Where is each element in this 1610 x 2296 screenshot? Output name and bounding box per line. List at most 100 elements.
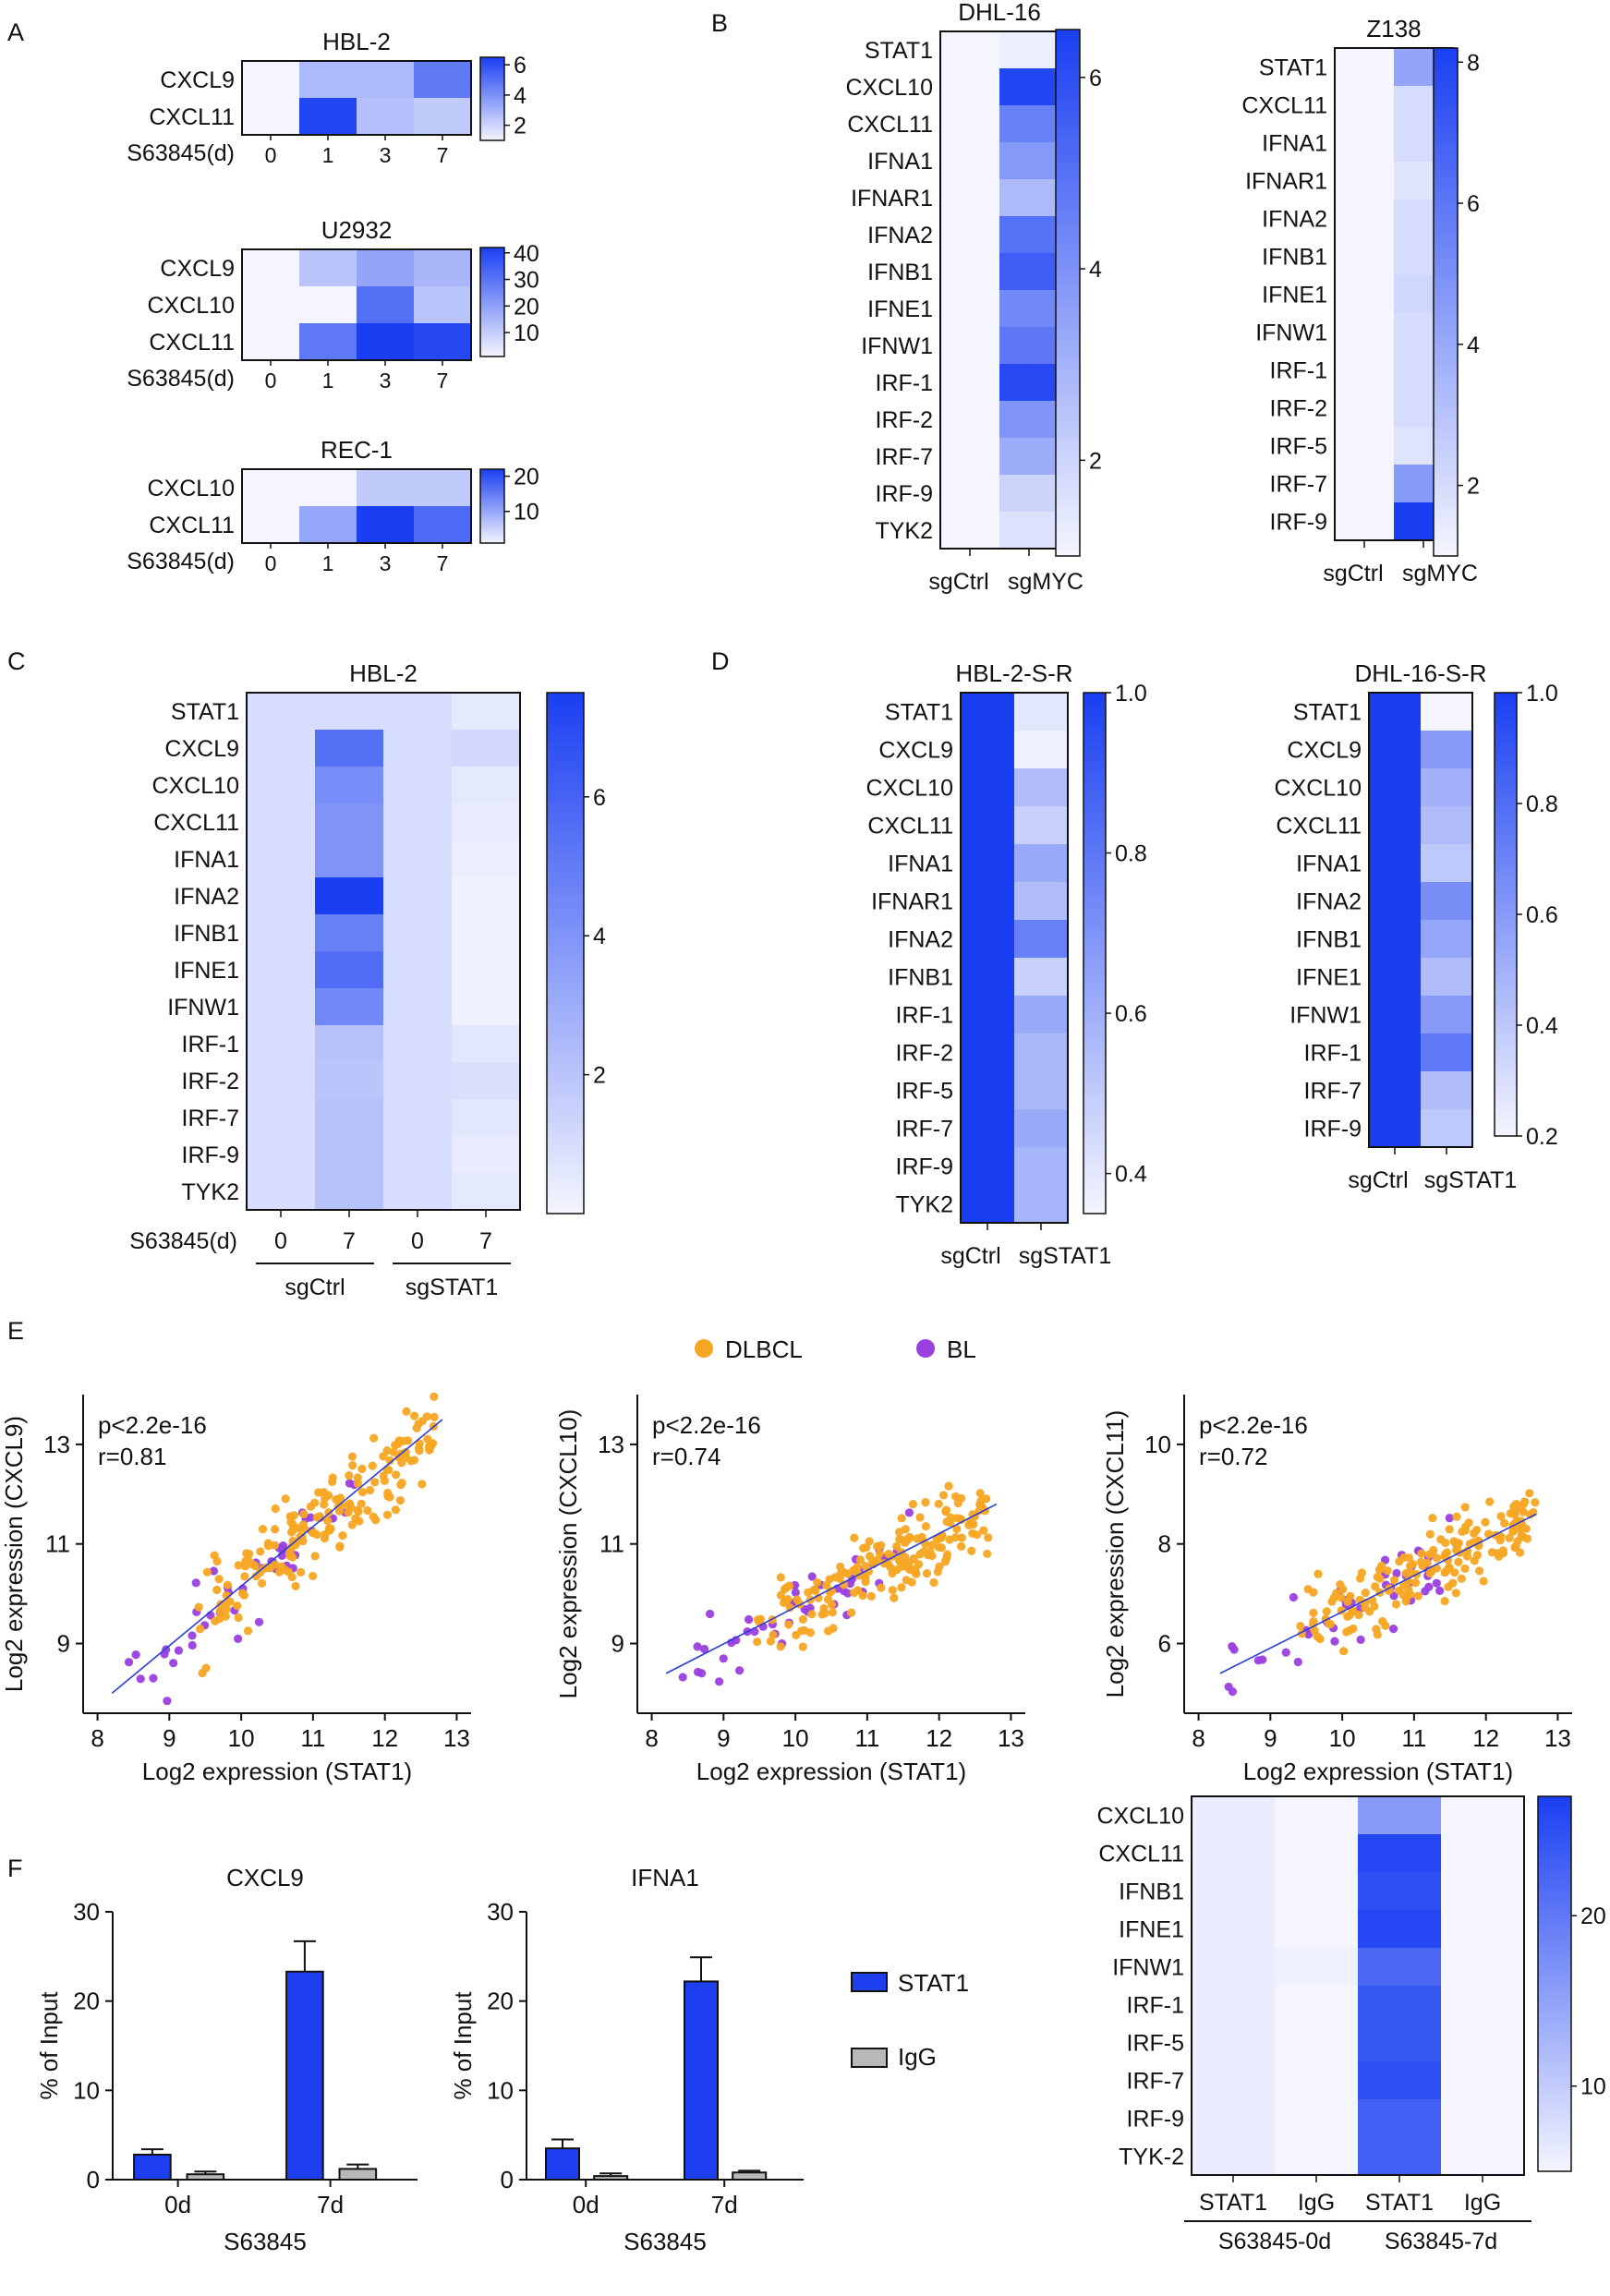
d-hbl-2-s-r-cell-ifna2-0 (961, 920, 1015, 959)
d-dhl-16-s-r-cell-cxcl10-0 (1369, 768, 1422, 807)
e-plot-1-point-226 (368, 1461, 377, 1470)
d-dhl-16-s-r-row-label-irf-9: IRF-9 (1304, 1117, 1362, 1142)
b-dhl-16-row-label-cxcl10: CXCL10 (846, 75, 934, 101)
b-z138-row-label-ifna2: IFNA2 (1262, 207, 1327, 233)
e-plot-1-point-78 (212, 1585, 222, 1595)
e-plot-1-point-159 (263, 1541, 273, 1551)
panel-c-heatmap: HBL-2 STAT1 CXCL9 CXCL10 CXCL11 IFNA1 IFNA2 IFN… (129, 659, 606, 1300)
b-dhl-16-cell-irf-7-0 (940, 438, 1000, 476)
a-hbl-2-col-label-3: 7 (437, 143, 449, 167)
d-hbl-2-s-r-row-label-irf-7: IRF-7 (896, 1117, 954, 1142)
f-legend-igg-swatch (851, 2048, 888, 2068)
a-u2932-cell-cxcl10-0 (242, 286, 300, 324)
e-plot-2-ytick-label-9: 9 (611, 1630, 624, 1658)
e-plot-3-xtick-label-8: 8 (1192, 1724, 1204, 1752)
e-plot-2-point-99 (921, 1522, 930, 1531)
e-plot-2-point-124 (755, 1617, 764, 1626)
e-plot-2-point-190 (895, 1528, 904, 1537)
e-plot-3-point-16 (1229, 1645, 1239, 1654)
e-plot-1-xtick-label-10: 10 (228, 1724, 255, 1752)
legend-dlbcl-marker (695, 1339, 713, 1358)
a-u2932-cell-cxcl10-2 (357, 286, 415, 324)
e-plot-1-xlabel: Log2 expression (STAT1) (142, 1758, 412, 1785)
e-plot-2-point-143 (827, 1587, 836, 1596)
e-plot-1-point-207 (289, 1511, 298, 1520)
e-plot-1-ylabel: Log2 expression (CXCL9) (0, 1416, 28, 1692)
a-u2932-cbar-bar (479, 247, 505, 357)
e-plot-1-point-223 (288, 1519, 297, 1529)
e-plot-3-point-207 (1519, 1500, 1528, 1509)
e-plot-3-point-183 (1444, 1582, 1453, 1591)
c-hbl-2-cell-irf-2-0 (247, 1062, 316, 1100)
f-bar-ifna1-ytick-label-30: 30 (487, 1898, 514, 1926)
a-rec-1-cell-cxcl11-0 (242, 506, 300, 544)
b-dhl-16-cell-ifnar1-1 (999, 179, 1059, 217)
d-hbl-2-s-r-cell-cxcl10-1 (1014, 768, 1069, 807)
e-plot-3-point-47 (1440, 1597, 1449, 1606)
e-plot-1-point-97 (343, 1501, 352, 1510)
e-plot-1-point-205 (297, 1567, 306, 1577)
c-hbl-2-group-label-sgstat1: sgSTAT1 (406, 1275, 499, 1300)
e-plot-1-fit-line (111, 1419, 443, 1695)
a-hbl-2-cbar-bar (479, 56, 505, 141)
c-hbl-2-cell-ifnw1-1 (315, 988, 384, 1026)
f-heat-cbar-tick-label-10: 10 (1580, 2074, 1606, 2100)
panel-label-d: D (711, 647, 730, 675)
e-plot-2-point-195 (798, 1614, 807, 1624)
f-heat-row-label-irf-9: IRF-9 (1127, 2107, 1185, 2133)
a-hbl-2-cell-cxcl9-3 (414, 61, 472, 99)
e-plot-3-point-151 (1349, 1624, 1358, 1634)
e-plot-3-point-56 (1516, 1548, 1525, 1557)
f-heat-cell-irf-9-3 (1441, 2099, 1525, 2138)
f-bar-cxcl9-bar-igg-7d (338, 2168, 378, 2181)
e-plot-2-point-187 (941, 1505, 951, 1515)
b-dhl-16-cell-ifnw1-1 (999, 327, 1059, 365)
e-plot-1-point-71 (201, 1663, 211, 1673)
d-dhl-16-s-r-cell-stat1-1 (1421, 693, 1473, 731)
a-u2932-row-label-cxcl9: CXCL9 (160, 256, 235, 282)
f-heat-cell-irf-1-1 (1275, 1986, 1359, 2024)
legend-bl-marker (916, 1339, 935, 1358)
e-plot-2-xtick-label-12: 12 (926, 1724, 952, 1752)
d-hbl-2-s-r-cell-irf-2-0 (961, 1033, 1015, 1072)
b-dhl-16-row-label-tyk2: TYK2 (875, 518, 933, 544)
a-u2932-cbar-tick-label-40: 40 (514, 241, 539, 267)
d-hbl-2-s-r-cbar-tick-label-0-6: 0.6 (1115, 1001, 1147, 1027)
d-hbl-2-s-r-row-label-ifna2: IFNA2 (888, 927, 953, 953)
b-dhl-16-title: DHL-16 (958, 0, 1041, 26)
e-plot-2-point-78 (942, 1553, 951, 1563)
b-dhl-16-row-label-irf-2: IRF-2 (876, 407, 934, 433)
e-plot-3-point-213 (1349, 1607, 1358, 1616)
e-plot-1-point-216 (389, 1447, 398, 1456)
b-z138-cell-stat1-0 (1335, 48, 1395, 87)
a-u2932-cbar-tick-label-10: 10 (514, 320, 539, 346)
e-plot-1-point-98 (402, 1407, 411, 1416)
a-hbl-2-cell-cxcl11-3 (414, 98, 472, 136)
d-hbl-2-s-r-cell-irf-9-1 (1014, 1147, 1069, 1186)
e-plot-3-point-191 (1428, 1513, 1437, 1523)
e-plot-3-point-15 (1432, 1578, 1441, 1588)
f-heat-cell-irf-5-1 (1275, 2024, 1359, 2062)
e-plot-2-point-135 (866, 1591, 876, 1601)
e-plot-3-point-178 (1404, 1553, 1414, 1563)
e-plot-2-pvalue: p<2.2e-16 (652, 1411, 761, 1439)
e-plot-2-point-133 (894, 1555, 904, 1565)
e-plot-3-point-222 (1404, 1584, 1413, 1594)
e-plot-3-xtick-label-11: 11 (1401, 1724, 1426, 1752)
e-plot-1-point-144 (380, 1476, 390, 1485)
b-z138-cbar-tick-label-6: 6 (1467, 191, 1480, 217)
d-dhl-16-s-r-cell-ifnb1-0 (1369, 920, 1422, 959)
e-plot-3-point-43 (1281, 1648, 1290, 1657)
a-u2932-cell-cxcl10-1 (299, 286, 357, 324)
d-dhl-16-s-r-row-label-cxcl11: CXCL11 (1276, 814, 1362, 840)
a-rec-1-title: REC-1 (321, 436, 393, 464)
e-plot-3-point-181 (1336, 1580, 1345, 1589)
e-plot-3-point-214 (1303, 1585, 1313, 1594)
e-plot-3-point-113 (1505, 1533, 1514, 1542)
e-plot-1-point-107 (391, 1505, 400, 1515)
f-heat-cell-cxcl10-0 (1192, 1796, 1276, 1835)
b-dhl-16-cell-cxcl11-0 (940, 105, 1000, 143)
e-plot-2-point-55 (798, 1642, 807, 1651)
d-hbl-2-s-r-cell-ifnar1-1 (1014, 882, 1069, 921)
b-dhl-16-cell-ifna1-1 (999, 142, 1059, 180)
